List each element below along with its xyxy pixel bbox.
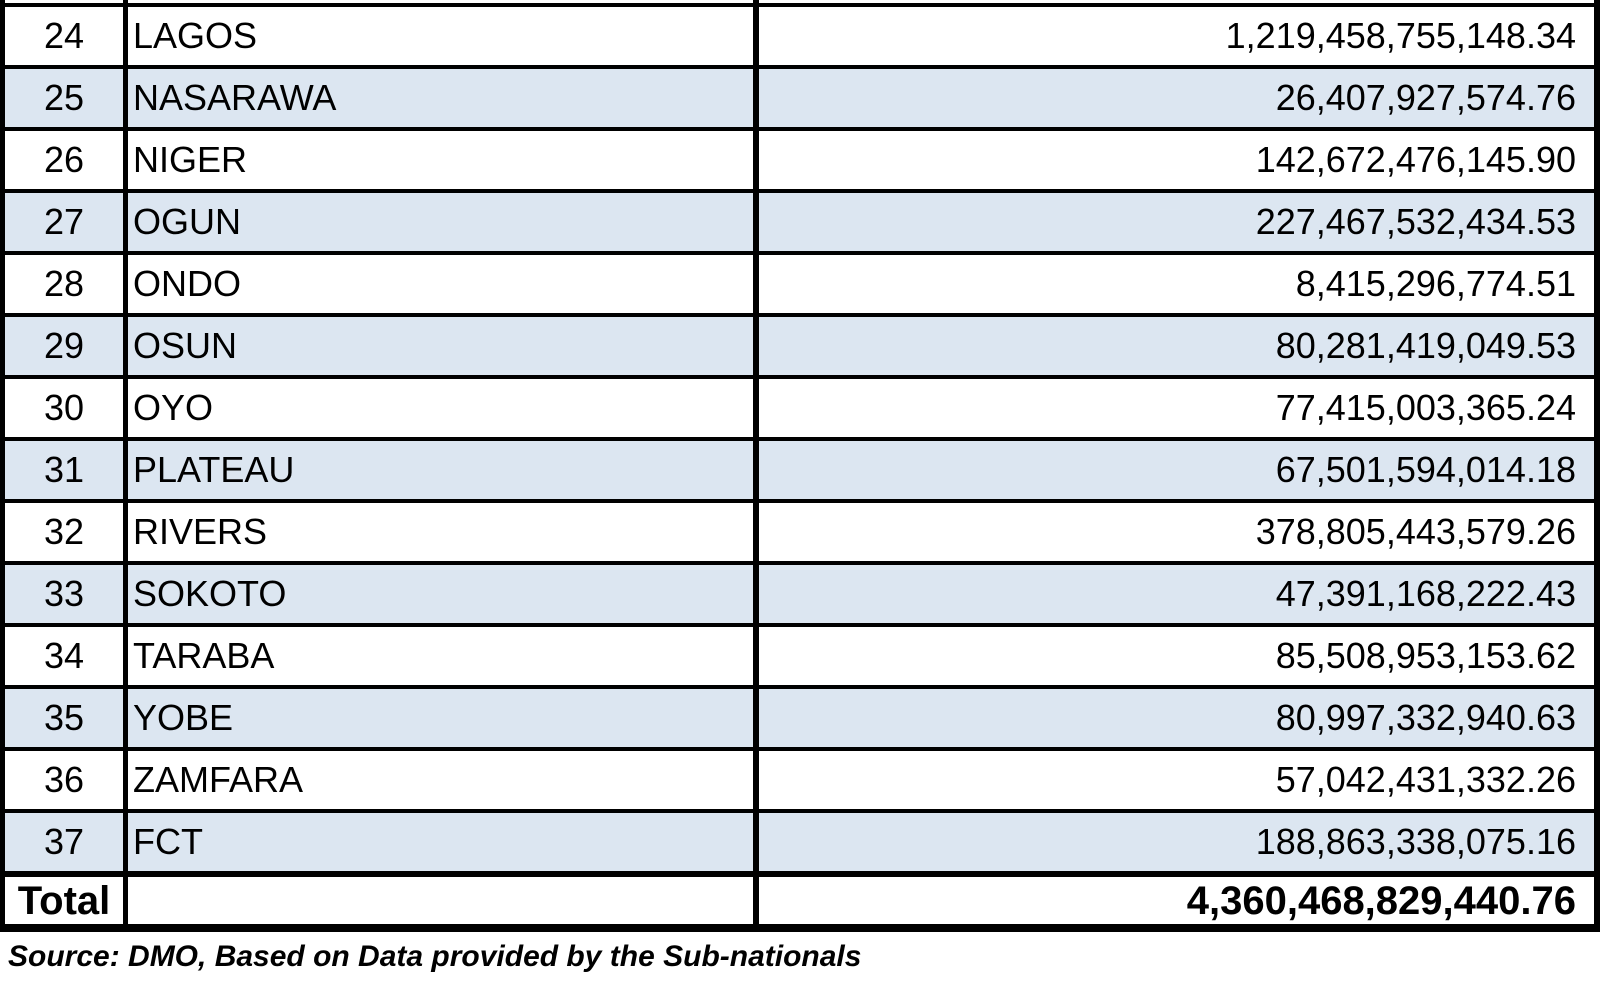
partial-top-row [5,0,1594,7]
state-name-cell: SOKOTO [128,565,759,623]
row-number-cell: 27 [5,193,128,251]
debt-value-cell: 80,997,332,940.63 [1275,697,1576,738]
state-name-cell: NIGER [128,131,759,189]
state-name-cell: FCT [128,813,759,871]
partial-value-cell [759,0,1594,3]
table-row: 31 PLATEAU 67,501,594,014.18 [5,441,1594,503]
state-name-cell: ZAMFARA [128,751,759,809]
debt-value-cell: 26,407,927,574.76 [1275,77,1576,118]
row-number-cell: 29 [5,317,128,375]
state-debt-table: 24 LAGOS 1,219,458,755,148.34 25 NASARAWA 26,… [0,0,1600,932]
debt-value-cell: 188,863,338,075.16 [1255,821,1576,862]
table-row: 27 OGUN 227,467,532,434.53 [5,193,1594,255]
state-name-cell: OGUN [128,193,759,251]
row-number-cell: 33 [5,565,128,623]
row-number-cell: 24 [5,7,128,65]
table-row: 29 OSUN 80,281,419,049.53 [5,317,1594,379]
table-row: 24 LAGOS 1,219,458,755,148.34 [5,7,1594,69]
total-empty-cell [128,877,759,924]
debt-value-cell: 142,672,476,145.90 [1255,139,1576,180]
debt-value-cell: 47,391,168,222.43 [1275,573,1576,614]
table-row: 33 SOKOTO 47,391,168,222.43 [5,565,1594,627]
debt-value-cell: 80,281,419,049.53 [1275,325,1576,366]
state-name-cell: OSUN [128,317,759,375]
state-name-cell: PLATEAU [128,441,759,499]
state-name-cell: OYO [128,379,759,437]
state-name-cell: RIVERS [128,503,759,561]
table-row: 28 ONDO 8,415,296,774.51 [5,255,1594,317]
table-row: 30 OYO 77,415,003,365.24 [5,379,1594,441]
total-value: 4,360,468,829,440.76 [1186,878,1576,923]
debt-value-cell: 57,042,431,332.26 [1275,759,1576,800]
debt-value-cell: 1,219,458,755,148.34 [1225,15,1576,56]
row-number-cell: 25 [5,69,128,127]
state-name-cell: TARABA [128,627,759,685]
table-row: 36 ZAMFARA 57,042,431,332.26 [5,751,1594,813]
debt-value-cell: 85,508,953,153.62 [1275,635,1576,676]
state-name-cell: NASARAWA [128,69,759,127]
table-row: 26 NIGER 142,672,476,145.90 [5,131,1594,193]
table-row: 35 YOBE 80,997,332,940.63 [5,689,1594,751]
partial-row-number-cell [5,0,128,3]
debt-value-cell: 8,415,296,774.51 [1295,263,1576,304]
row-number-cell: 26 [5,131,128,189]
row-number-cell: 34 [5,627,128,685]
row-number-cell: 36 [5,751,128,809]
state-name-cell: ONDO [128,255,759,313]
source-note: Source: DMO, Based on Data provided by t… [8,940,862,973]
total-row: Total 4,360,468,829,440.76 [5,875,1594,932]
row-number-cell: 31 [5,441,128,499]
state-name-cell: LAGOS [128,7,759,65]
debt-value-cell: 378,805,443,579.26 [1255,511,1576,552]
debt-value-cell: 77,415,003,365.24 [1275,387,1576,428]
debt-value-cell: 67,501,594,014.18 [1275,449,1576,490]
table-row: 34 TARABA 85,508,953,153.62 [5,627,1594,689]
partial-state-cell [128,0,759,3]
row-number-cell: 37 [5,813,128,871]
table-row: 32 RIVERS 378,805,443,579.26 [5,503,1594,565]
row-number-cell: 28 [5,255,128,313]
row-number-cell: 35 [5,689,128,747]
row-number-cell: 30 [5,379,128,437]
row-number-cell: 32 [5,503,128,561]
debt-value-cell: 227,467,532,434.53 [1255,201,1576,242]
state-name-cell: YOBE [128,689,759,747]
table-row: 37 FCT 188,863,338,075.16 [5,813,1594,875]
total-label: Total [5,877,128,924]
table-row: 25 NASARAWA 26,407,927,574.76 [5,69,1594,131]
